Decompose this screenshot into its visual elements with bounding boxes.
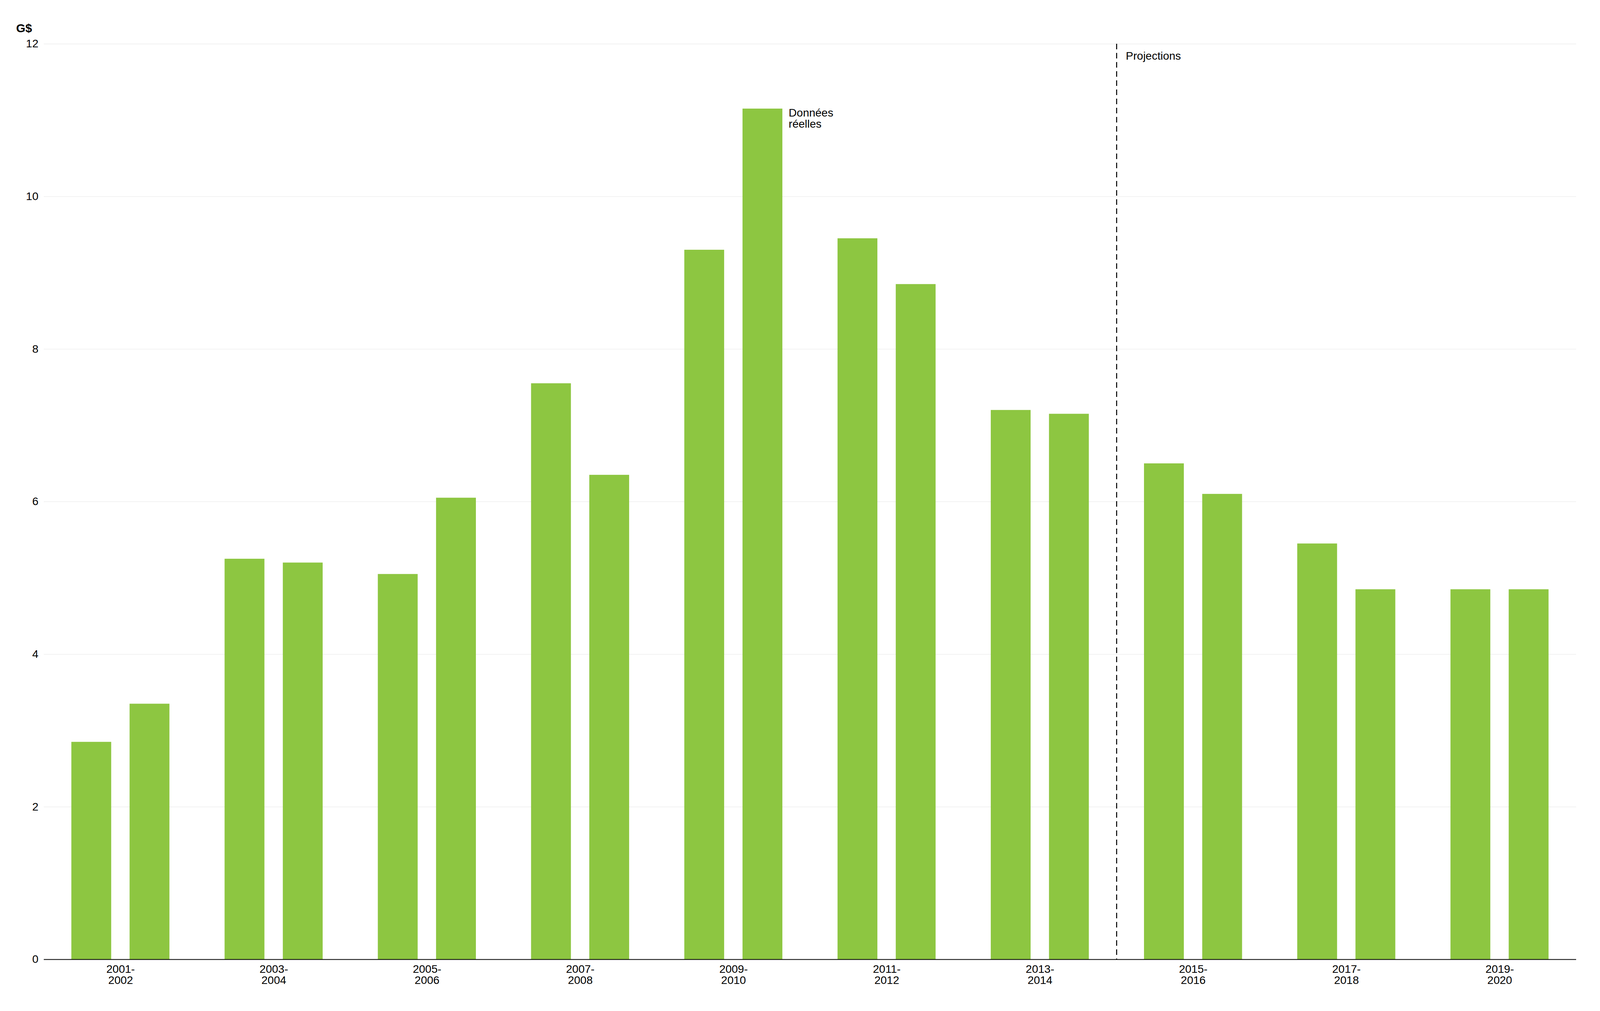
svg-text:0: 0: [32, 953, 39, 966]
svg-text:2009-2010: 2009-2010: [719, 963, 749, 987]
svg-text:4: 4: [32, 648, 39, 661]
svg-text:2007-2008: 2007-2008: [566, 963, 595, 987]
svg-text:Projections: Projections: [1125, 49, 1181, 63]
svg-text:10: 10: [25, 190, 39, 203]
svg-text:2001-2002: 2001-2002: [106, 963, 135, 987]
svg-text:G$: G$: [16, 21, 33, 35]
svg-text:2017-2018: 2017-2018: [1332, 963, 1361, 987]
svg-text:2003-2004: 2003-2004: [259, 963, 289, 987]
svg-text:2005-2006: 2005-2006: [412, 963, 442, 987]
svg-text:Donnéesréelles: Donnéesréelles: [788, 106, 834, 131]
svg-text:12: 12: [25, 37, 39, 50]
svg-text:2019-2020: 2019-2020: [1485, 963, 1515, 987]
svg-text:8: 8: [32, 342, 39, 356]
svg-text:2013-2014: 2013-2014: [1025, 963, 1055, 987]
svg-text:2015-2016: 2015-2016: [1179, 963, 1208, 987]
svg-text:2: 2: [32, 800, 39, 814]
svg-text:2011-2012: 2011-2012: [873, 963, 901, 987]
svg-text:6: 6: [32, 495, 39, 508]
